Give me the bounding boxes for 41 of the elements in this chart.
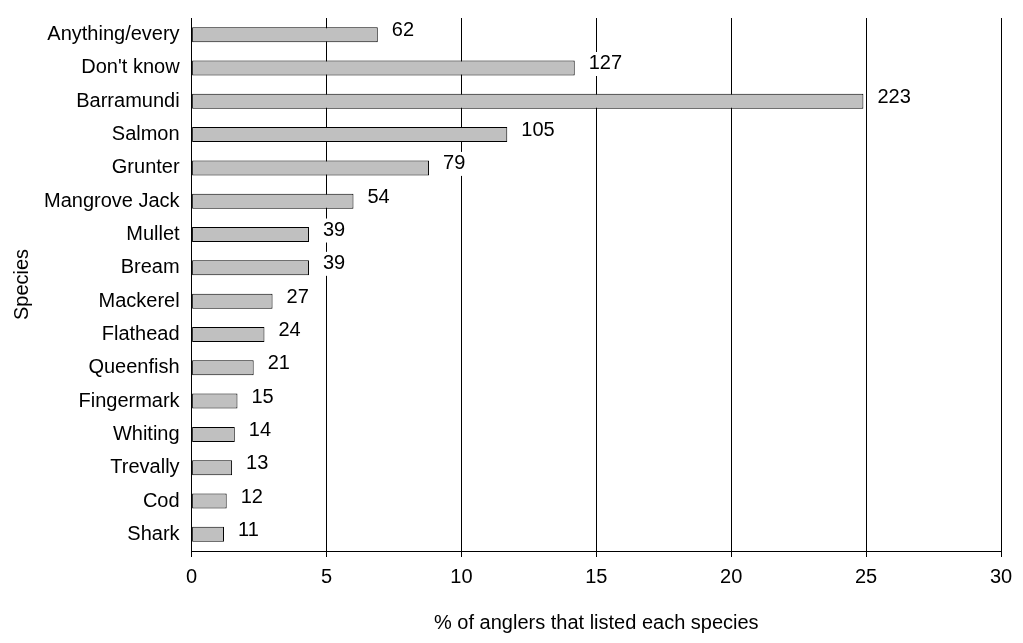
y-tick-label: Mackerel — [98, 288, 180, 311]
x-tick-label: 20 — [720, 564, 743, 587]
y-tick-label: Queenfish — [88, 355, 180, 378]
y-tick-label: Salmon — [111, 122, 180, 145]
annotation: 54 — [367, 184, 390, 207]
annotation: 127 — [588, 51, 623, 74]
y-axis-title: Species — [9, 248, 32, 321]
y-tick-label: Bream — [120, 255, 180, 278]
annotation: 39 — [322, 218, 346, 241]
annotation: 14 — [248, 417, 272, 440]
y-tick-label: Trevally — [110, 455, 180, 478]
x-tick-label: 30 — [989, 564, 1013, 587]
y-tick-label: Whiting — [112, 421, 180, 444]
y-tick-label: Grunter — [111, 155, 180, 178]
annotation: 21 — [267, 351, 290, 374]
annotation: 105 — [521, 118, 555, 141]
x-tick-label: 10 — [450, 564, 473, 587]
y-tick-label: Flathead — [101, 321, 180, 344]
x-tick-label: 0 — [186, 564, 198, 587]
x-tick-label: 15 — [585, 564, 608, 587]
annotation: 39 — [322, 251, 346, 274]
x-axis-title: % of anglers that listed each species — [433, 610, 759, 633]
annotation: 11 — [237, 517, 259, 540]
annotation: 15 — [251, 384, 274, 407]
y-tick-label: Shark — [127, 521, 181, 544]
annotation: 79 — [443, 151, 466, 174]
annotation: 12 — [240, 484, 263, 507]
y-tick-label: Mangrove Jack — [43, 188, 181, 211]
y-tick-label: Barramundi — [76, 88, 180, 111]
y-tick-label: Mullet — [126, 222, 181, 245]
annotation: 27 — [286, 284, 309, 307]
x-tick-label: 5 — [320, 564, 333, 587]
y-tick-label: Fingermark — [78, 388, 181, 411]
y-tick-label: Cod — [142, 488, 180, 511]
y-tick-label: Don't know — [81, 55, 181, 78]
annotation: 62 — [391, 18, 415, 41]
annotation: 13 — [246, 451, 269, 474]
annotation: 223 — [877, 84, 911, 107]
x-tick-label: 25 — [854, 564, 878, 587]
y-tick-label: Anything/every — [47, 22, 180, 45]
annotation: 24 — [278, 317, 301, 340]
